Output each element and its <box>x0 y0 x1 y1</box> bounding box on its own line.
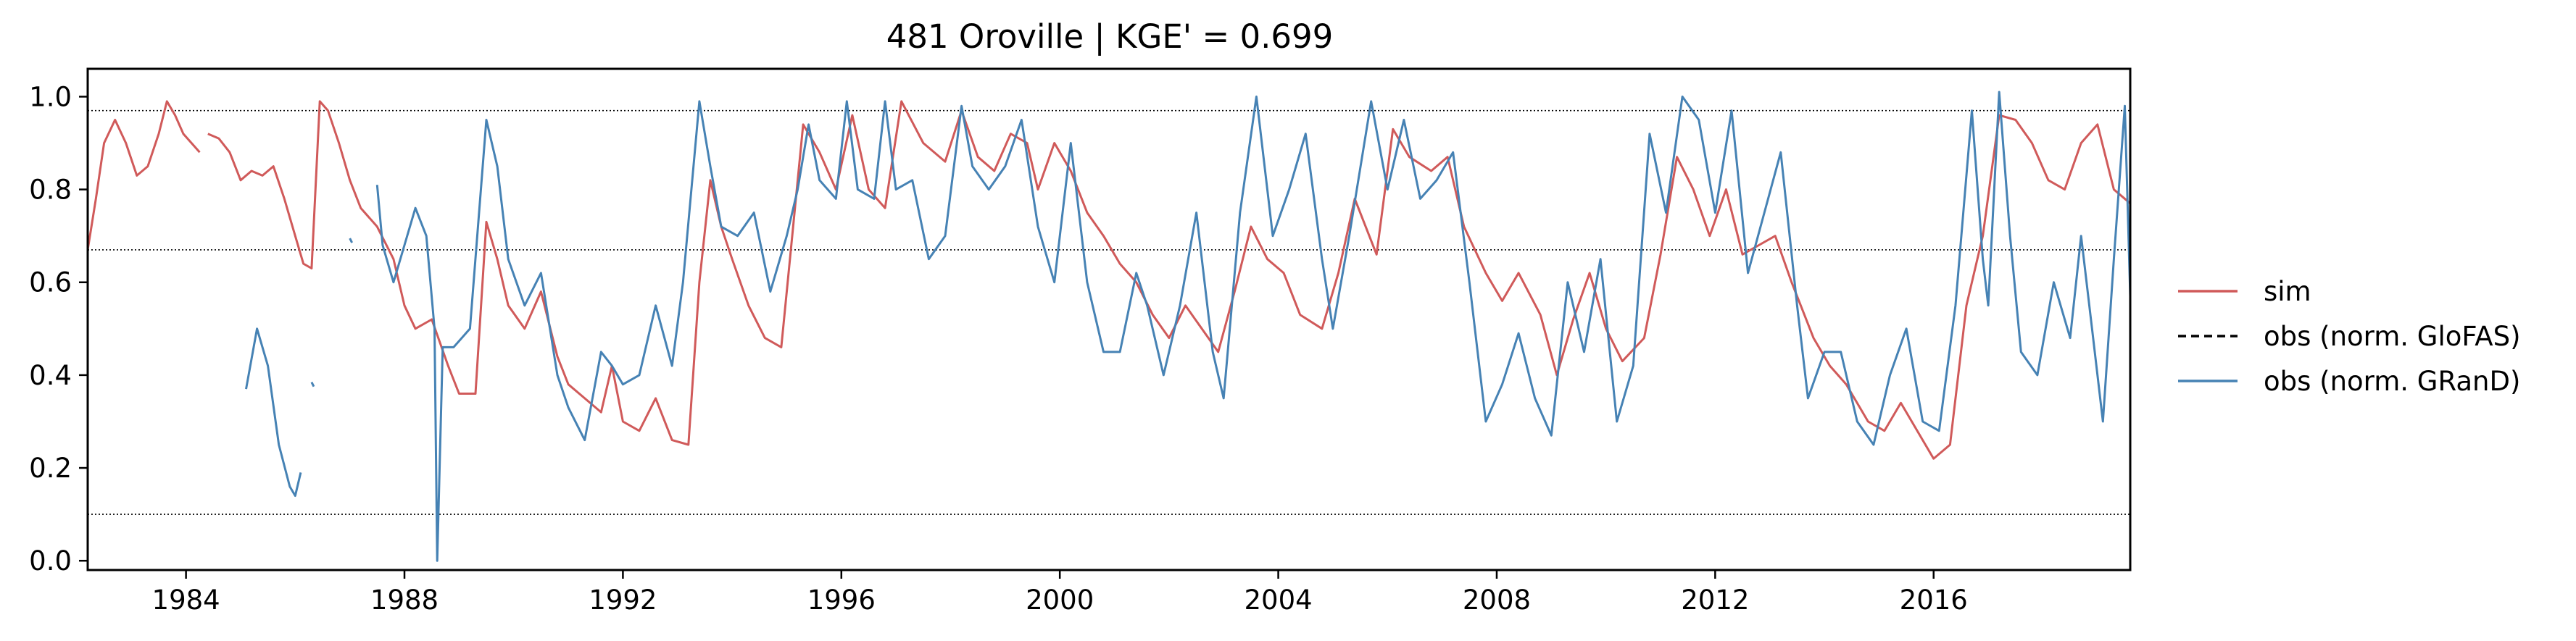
reference-lines <box>88 109 2130 515</box>
legend-label: obs (norm. GRanD) <box>2264 366 2520 397</box>
x-tick-label: 2016 <box>1900 585 1968 616</box>
x-tick-label: 2008 <box>1463 585 1531 616</box>
y-axis: 0.0 0.2 0.4 0.6 0.8 1.0 <box>29 81 88 577</box>
series-line <box>349 238 354 243</box>
chart-title: 481 Oroville | KGE' = 0.699 <box>886 17 1334 56</box>
series-line <box>86 100 201 251</box>
plot-lines <box>86 91 2132 562</box>
legend: sim obs (norm. GloFAS) obs (norm. GRanD) <box>2178 276 2521 397</box>
x-axis: 1984 1988 1992 1996 2000 2004 2008 2012 2016 <box>152 570 1968 616</box>
x-tick-label: 2004 <box>1244 585 1312 616</box>
plot-frame <box>86 67 2132 571</box>
legend-label: obs (norm. GloFAS) <box>2264 321 2521 352</box>
x-tick-label: 1984 <box>152 585 220 616</box>
x-tick-label: 1996 <box>807 585 876 616</box>
y-tick-label: 1.0 <box>29 81 72 112</box>
y-tick-label: 0.6 <box>29 267 72 298</box>
series-line <box>207 100 2131 460</box>
legend-label: sim <box>2264 276 2311 307</box>
series-line <box>375 91 2132 562</box>
y-tick-label: 0.4 <box>29 360 72 391</box>
y-tick-label: 0.2 <box>29 453 72 484</box>
y-tick-label: 0.8 <box>29 175 72 206</box>
x-tick-label: 1992 <box>589 585 657 616</box>
y-tick-label: 0.0 <box>29 545 72 577</box>
x-tick-label: 2000 <box>1026 585 1094 616</box>
x-tick-label: 1988 <box>370 585 439 616</box>
series-line <box>245 327 302 497</box>
x-tick-label: 2012 <box>1681 585 1749 616</box>
series-line <box>310 382 315 387</box>
